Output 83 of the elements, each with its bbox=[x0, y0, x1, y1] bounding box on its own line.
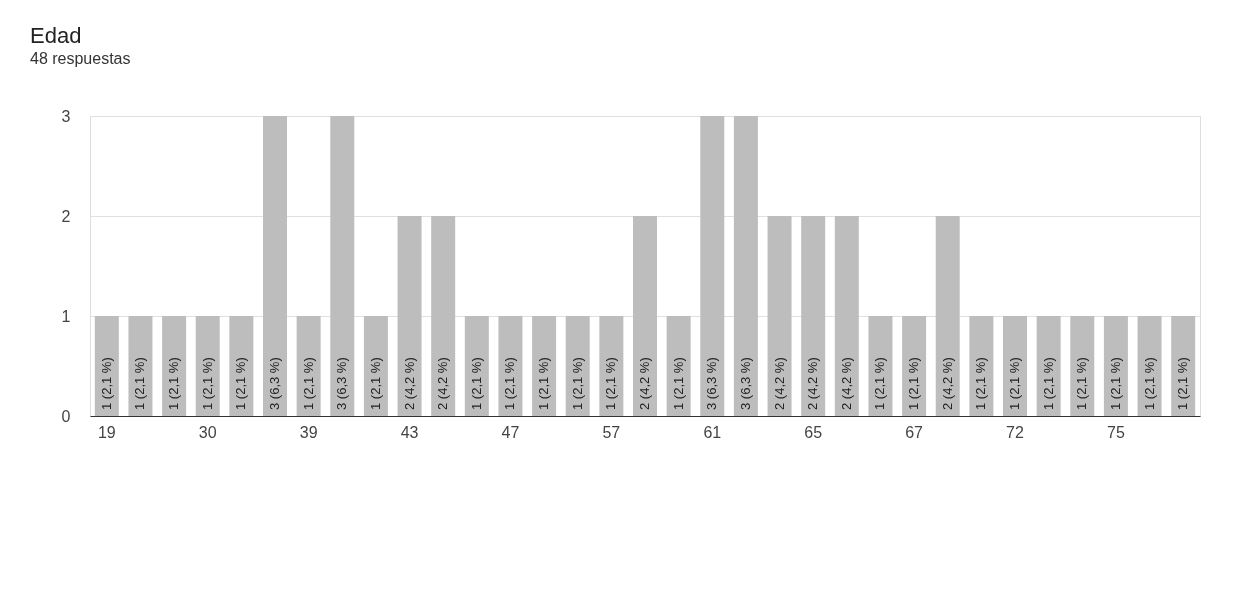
data-label: 2 (4,2 %) bbox=[939, 357, 955, 410]
bar bbox=[1003, 316, 1027, 416]
bar bbox=[767, 216, 792, 416]
bar bbox=[1137, 316, 1162, 416]
x-tick-label: 61 bbox=[703, 423, 722, 441]
data-label: 1 (2,1 %) bbox=[1040, 357, 1056, 410]
bar bbox=[633, 216, 657, 416]
data-label: 1 (2,1 %) bbox=[199, 357, 215, 410]
data-label: 2 (4,2 %) bbox=[435, 357, 451, 410]
data-label: 3 (6,3 %) bbox=[737, 357, 753, 410]
data-label: 1 (2,1 %) bbox=[300, 357, 316, 410]
bar bbox=[431, 216, 456, 416]
bar bbox=[532, 316, 557, 416]
bar bbox=[599, 316, 624, 416]
bar bbox=[94, 316, 119, 416]
x-tick-label: 67 bbox=[905, 423, 924, 441]
bar bbox=[902, 316, 927, 416]
data-label: 1 (2,1 %) bbox=[1007, 357, 1022, 410]
x-tick-label: 43 bbox=[400, 423, 419, 441]
bar bbox=[263, 116, 287, 416]
y-tick-label: 1 bbox=[61, 307, 71, 325]
data-label: 1 (2,1 %) bbox=[1107, 357, 1123, 410]
bar bbox=[834, 216, 859, 416]
bar bbox=[128, 316, 153, 416]
x-tick-label: 19 bbox=[97, 423, 116, 441]
bar bbox=[363, 316, 388, 416]
data-label: 1 (2,1 %) bbox=[502, 357, 518, 410]
bar bbox=[700, 116, 725, 416]
data-label: 1 (2,1 %) bbox=[233, 357, 249, 410]
bar bbox=[229, 316, 254, 416]
bar bbox=[935, 216, 960, 416]
bar bbox=[464, 316, 489, 416]
data-label: 1 (2,1 %) bbox=[569, 357, 585, 410]
data-label: 1 (2,1 %) bbox=[468, 357, 484, 410]
data-label: 2 (4,2 %) bbox=[401, 357, 417, 410]
bar bbox=[195, 316, 220, 416]
data-label: 1 (2,1 %) bbox=[367, 357, 383, 410]
chart-title: Edad bbox=[30, 23, 82, 48]
x-tick-label: 47 bbox=[501, 423, 520, 441]
bar bbox=[296, 316, 321, 416]
data-label: 3 (6,3 %) bbox=[334, 357, 350, 410]
data-label: 1 (2,1 %) bbox=[906, 357, 922, 410]
data-label: 2 (4,2 %) bbox=[637, 357, 652, 410]
data-label: 2 (4,2 %) bbox=[771, 357, 787, 410]
y-tick-label: 3 bbox=[61, 107, 71, 125]
bar bbox=[868, 316, 893, 416]
data-label: 1 (2,1 %) bbox=[603, 357, 619, 410]
x-tick-label: 30 bbox=[198, 423, 217, 441]
data-label: 1 (2,1 %) bbox=[98, 357, 114, 410]
bar bbox=[666, 316, 691, 416]
data-label: 1 (2,1 %) bbox=[1074, 357, 1090, 410]
x-tick-label: 75 bbox=[1107, 423, 1125, 441]
data-label: 1 (2,1 %) bbox=[132, 357, 148, 410]
data-label: 3 (6,3 %) bbox=[704, 357, 720, 410]
bar bbox=[1070, 316, 1095, 416]
bar bbox=[1036, 316, 1061, 416]
x-tick-label: 65 bbox=[804, 423, 823, 441]
bar bbox=[397, 216, 422, 416]
bar bbox=[733, 116, 758, 416]
data-label: 1 (2,1 %) bbox=[166, 357, 182, 410]
data-label: 2 (4,2 %) bbox=[805, 357, 821, 410]
data-label: 3 (6,3 %) bbox=[267, 357, 282, 410]
y-tick-label: 0 bbox=[61, 407, 71, 425]
y-tick-label: 2 bbox=[61, 207, 71, 225]
bar bbox=[969, 316, 994, 416]
data-label: 1 (2,1 %) bbox=[670, 357, 686, 410]
data-label: 1 (2,1 %) bbox=[536, 357, 552, 410]
data-label: 1 (2,1 %) bbox=[1141, 357, 1157, 410]
bar bbox=[801, 216, 826, 416]
x-tick-label: 57 bbox=[602, 423, 621, 441]
data-label: 1 (2,1 %) bbox=[1175, 357, 1191, 410]
x-tick-label: 72 bbox=[1006, 423, 1024, 441]
bar bbox=[330, 116, 355, 416]
bar bbox=[1171, 316, 1196, 416]
data-label: 1 (2,1 %) bbox=[872, 357, 888, 410]
chart-subtitle: 48 respuestas bbox=[30, 50, 131, 67]
bar bbox=[565, 316, 590, 416]
bar bbox=[162, 316, 187, 416]
x-tick-label: 39 bbox=[299, 423, 318, 441]
bar bbox=[1103, 316, 1128, 416]
data-label: 2 (4,2 %) bbox=[838, 357, 854, 410]
data-label: 1 (2,1 %) bbox=[973, 357, 989, 410]
bar bbox=[498, 316, 523, 416]
